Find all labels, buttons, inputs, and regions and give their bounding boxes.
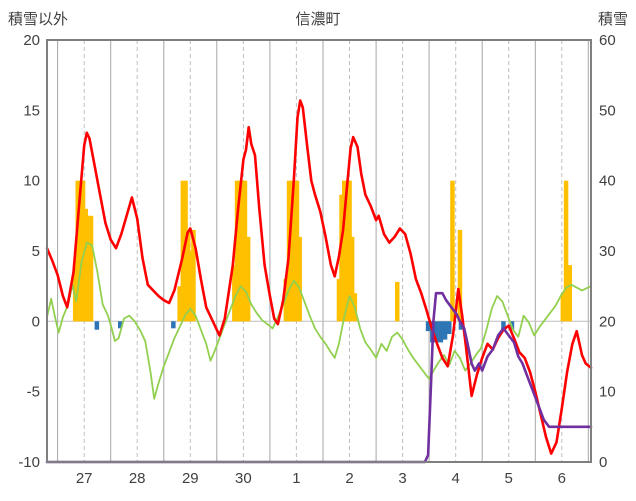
left-tick-label: 15 xyxy=(23,102,40,119)
sunshine-bars-bar xyxy=(457,229,463,322)
right-tick-label: 0 xyxy=(599,454,607,471)
sunshine-bars-bar xyxy=(240,180,245,322)
right-tick-label: 10 xyxy=(599,384,616,401)
sunshine-bars-bar xyxy=(344,180,350,322)
sunshine-bars-bar xyxy=(245,236,251,322)
left-tick-label: 20 xyxy=(23,32,40,49)
sunshine-bars-bar xyxy=(242,180,248,322)
x-tick-label: 29 xyxy=(182,470,199,487)
precipitation-bars-bar xyxy=(434,321,439,343)
right-tick-label: 30 xyxy=(599,243,616,260)
sunshine-bars-bar xyxy=(75,180,80,322)
left-tick-label: 5 xyxy=(32,243,40,260)
x-tick-label: 2 xyxy=(345,470,353,487)
left-tick-label: 0 xyxy=(32,313,40,330)
x-tick-label: 6 xyxy=(558,470,566,487)
snow-depth-line xyxy=(45,291,593,464)
precipitation-bars-bar xyxy=(447,321,452,334)
sunshine-bars-bar xyxy=(292,180,297,322)
sunshine-bars-bar xyxy=(191,229,196,322)
chart-title: 信濃町 xyxy=(295,11,341,28)
sunshine-bars-bar xyxy=(567,265,572,322)
sunshine-bars-bar xyxy=(349,236,355,322)
sunshine-bars-bar xyxy=(450,180,455,322)
right-tick-label: 60 xyxy=(599,32,616,49)
sunshine-bars-bar xyxy=(347,180,352,322)
left-tick-label: 10 xyxy=(23,173,40,190)
right-tick-label: 50 xyxy=(599,102,616,119)
sunshine-bars-bar xyxy=(342,180,347,322)
sunshine-bars-bar xyxy=(88,215,94,322)
sunshine-bars-bar xyxy=(297,236,302,322)
gridlines xyxy=(47,40,591,462)
sunshine-bars-bar xyxy=(80,180,86,322)
precipitation-bars-bar xyxy=(501,321,506,330)
x-tick-label: 4 xyxy=(452,470,460,487)
precipitation-bars-bar xyxy=(94,321,100,330)
sunshine-bars-bar xyxy=(177,286,182,322)
sunshine-bars-bar xyxy=(234,180,240,322)
x-tick-label: 30 xyxy=(235,470,252,487)
sunshine-bars-bar xyxy=(560,293,566,322)
sunshine-bars-bar xyxy=(289,180,294,322)
precipitation-bars-bar xyxy=(171,321,176,329)
x-tick-label: 5 xyxy=(505,470,513,487)
sunshine-bars-bar xyxy=(336,279,342,322)
green-line xyxy=(46,241,592,400)
right-tick-label: 40 xyxy=(599,173,616,190)
sunshine-bars-bar xyxy=(563,180,569,322)
precipitation-bars-bar xyxy=(438,321,444,343)
sunshine-bars-bar xyxy=(183,180,188,322)
x-tick-label: 1 xyxy=(292,470,300,487)
sunshine-bars-bar xyxy=(283,279,289,322)
sunshine-bars-bar xyxy=(86,215,91,322)
sunshine-bars-bar xyxy=(395,281,400,322)
sunshine-bars-bar xyxy=(83,208,88,322)
sunshine-bars-bar xyxy=(188,251,194,322)
precipitation-bars-bar xyxy=(425,321,431,332)
left-axis-title: 積雪以外 xyxy=(8,11,69,28)
left-tick-label: -10 xyxy=(18,454,40,471)
x-tick-label: 27 xyxy=(76,470,93,487)
sunshine-bars-bar xyxy=(237,180,242,322)
sunshine-bars-bar xyxy=(232,265,237,322)
temperature-line xyxy=(45,99,593,455)
sunshine-bars-bar xyxy=(78,180,83,322)
right-tick-label: 20 xyxy=(599,313,616,330)
precipitation-bars-bar xyxy=(118,321,123,329)
sunshine-bars-bar xyxy=(294,180,300,322)
sunshine-bars-bar xyxy=(339,194,344,322)
sunshine-bars-bar xyxy=(185,229,191,322)
x-tick-label: 3 xyxy=(398,470,406,487)
x-tick-label: 28 xyxy=(129,470,146,487)
sunshine-bars xyxy=(72,180,572,322)
plot-border xyxy=(46,39,592,463)
left-tick-label: -5 xyxy=(27,384,40,401)
right-axis-title: 積雪 xyxy=(597,11,628,28)
precipitation-bars-bar xyxy=(442,321,448,340)
